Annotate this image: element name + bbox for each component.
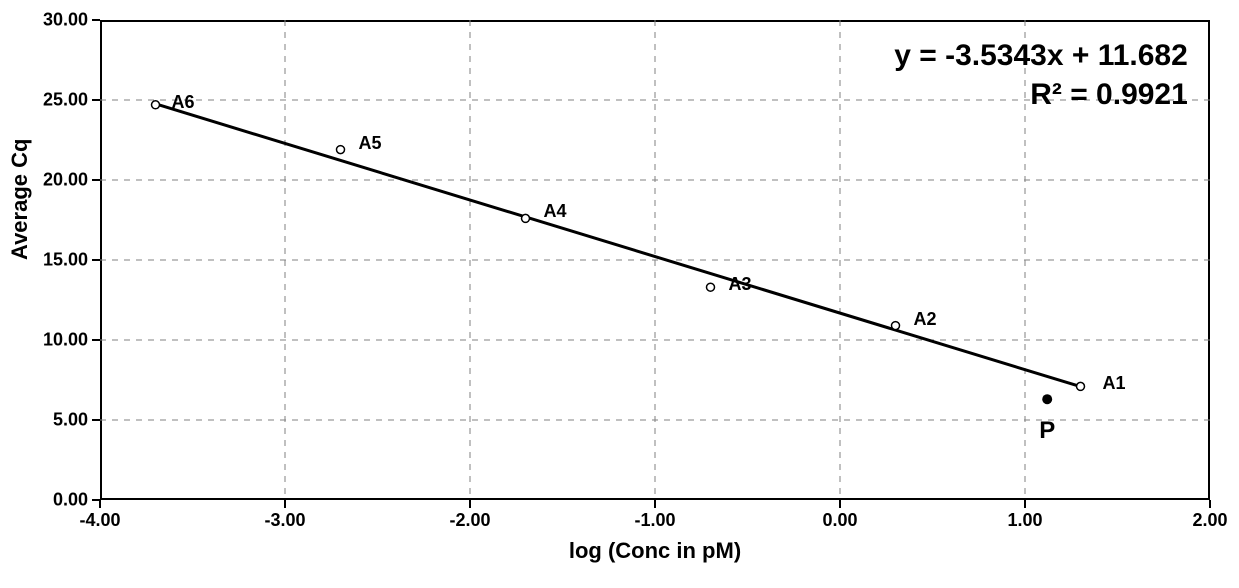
- x-tick: [1209, 500, 1211, 508]
- r-squared-annotation: R² = 0.9921: [1030, 78, 1188, 112]
- y-tick: [92, 19, 100, 21]
- y-tick-label: 30.00: [43, 10, 88, 31]
- x-tick-label: 1.00: [1007, 510, 1042, 531]
- data-label-a2: A2: [914, 309, 937, 330]
- y-tick-label: 5.00: [53, 410, 88, 431]
- y-tick: [92, 99, 100, 101]
- y-tick: [92, 419, 100, 421]
- x-tick-label: -3.00: [264, 510, 305, 531]
- x-tick: [654, 500, 656, 508]
- y-tick: [92, 179, 100, 181]
- data-label-a6: A6: [172, 92, 195, 113]
- y-tick: [92, 339, 100, 341]
- y-tick-label: 20.00: [43, 170, 88, 191]
- x-axis-label: log (Conc in pM): [569, 538, 741, 564]
- x-tick-label: -4.00: [79, 510, 120, 531]
- x-tick: [284, 500, 286, 508]
- x-tick: [469, 500, 471, 508]
- x-tick: [99, 500, 101, 508]
- x-tick-label: 2.00: [1192, 510, 1227, 531]
- y-tick-label: 15.00: [43, 250, 88, 271]
- x-tick: [839, 500, 841, 508]
- data-label-p: P: [1039, 417, 1055, 445]
- y-tick-label: 25.00: [43, 90, 88, 111]
- x-tick-label: 0.00: [822, 510, 857, 531]
- x-tick: [1024, 500, 1026, 508]
- x-tick-label: -2.00: [449, 510, 490, 531]
- y-tick: [92, 259, 100, 261]
- data-label-a4: A4: [544, 201, 567, 222]
- y-tick-label: 0.00: [53, 490, 88, 511]
- x-tick-label: -1.00: [634, 510, 675, 531]
- data-label-a1: A1: [1103, 373, 1126, 394]
- y-tick: [92, 499, 100, 501]
- y-axis-label: Average Cq: [7, 139, 33, 260]
- equation-annotation: y = -3.5343x + 11.682: [894, 39, 1188, 73]
- data-label-a3: A3: [729, 274, 752, 295]
- y-tick-label: 10.00: [43, 330, 88, 351]
- data-label-a5: A5: [359, 133, 382, 154]
